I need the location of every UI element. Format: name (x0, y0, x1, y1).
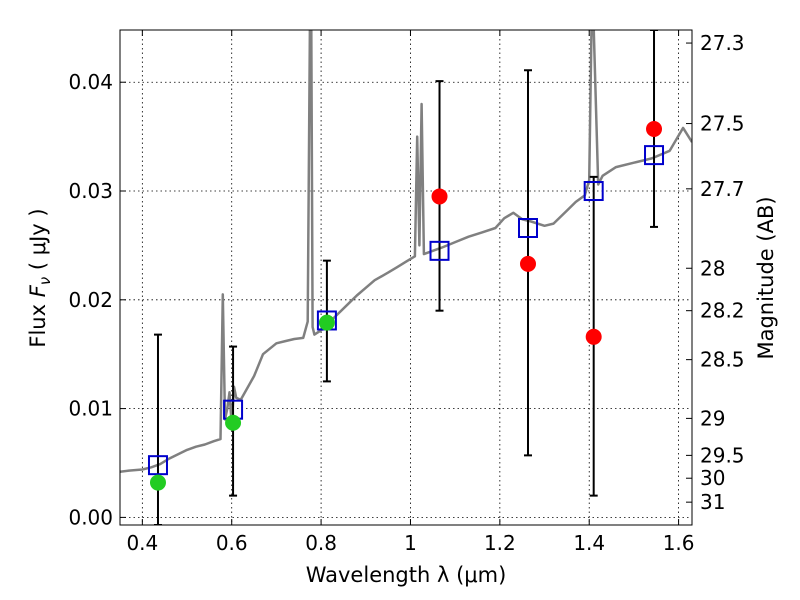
red-data-point (519, 255, 536, 272)
x-tick-label: 0.4 (126, 531, 158, 555)
right-tick-label: 27.3 (700, 31, 745, 55)
x-tick-label: 1.6 (663, 531, 695, 555)
y-tick-label: 0.03 (68, 179, 113, 203)
plot-frame (119, 29, 693, 526)
grid-lines (120, 30, 692, 525)
spectrum-line (120, 30, 692, 473)
right-axis-title: Magnitude (AB) (754, 196, 778, 359)
green-data-point (225, 414, 242, 431)
model-photometry-square (583, 181, 604, 202)
right-tick-label: 27.7 (700, 177, 745, 201)
y-axis-title-unit: ( μJy ) (26, 208, 50, 276)
green-data-point (149, 474, 166, 491)
red-data-point (646, 121, 663, 137)
y-tick-label: 0.04 (68, 70, 113, 94)
x-tick-label: 0.6 (216, 531, 248, 555)
y-axis-title-symbol: F (26, 284, 50, 297)
y-axis-title-prefix: Flux (26, 297, 50, 347)
right-tick-label: 29.5 (700, 443, 745, 467)
right-tick-label: 28.5 (700, 348, 745, 372)
axis-ticks: 0.4 0.6 0.8 1 1.2 1.4 1.6 0.00 0.01 0.02 0.03 0.04 2… (68, 30, 745, 555)
x-tick-label: 1.4 (573, 531, 605, 555)
green-data-point (318, 314, 335, 331)
right-tick-label: 30 (700, 466, 725, 490)
x-tick-label: 1 (404, 531, 417, 555)
y-tick-label: 0.01 (68, 397, 113, 421)
model-photometry-square (147, 455, 168, 476)
model-photometry-square (644, 145, 665, 166)
right-tick-label: 27.5 (700, 112, 745, 136)
model-photometry-square (429, 240, 450, 261)
y-tick-label: 0.00 (68, 505, 113, 529)
red-data-point (431, 188, 448, 205)
right-tick-label: 29 (700, 406, 725, 430)
right-tick-label: 28 (700, 256, 725, 280)
x-axis-title: Wavelength λ (μm) (306, 563, 507, 587)
red-data-point (585, 328, 602, 345)
y-axis-title-subscript: ν (36, 277, 54, 285)
y-axis-title: Flux Fν ( μJy ) (26, 208, 54, 347)
x-tick-label: 0.8 (305, 531, 337, 555)
right-tick-label: 28.2 (700, 299, 745, 323)
model-photometry-square (517, 218, 538, 238)
x-tick-label: 1.2 (484, 531, 516, 555)
plot-area (120, 30, 692, 525)
y-tick-label: 0.02 (68, 288, 113, 312)
right-tick-label: 31 (700, 490, 725, 514)
